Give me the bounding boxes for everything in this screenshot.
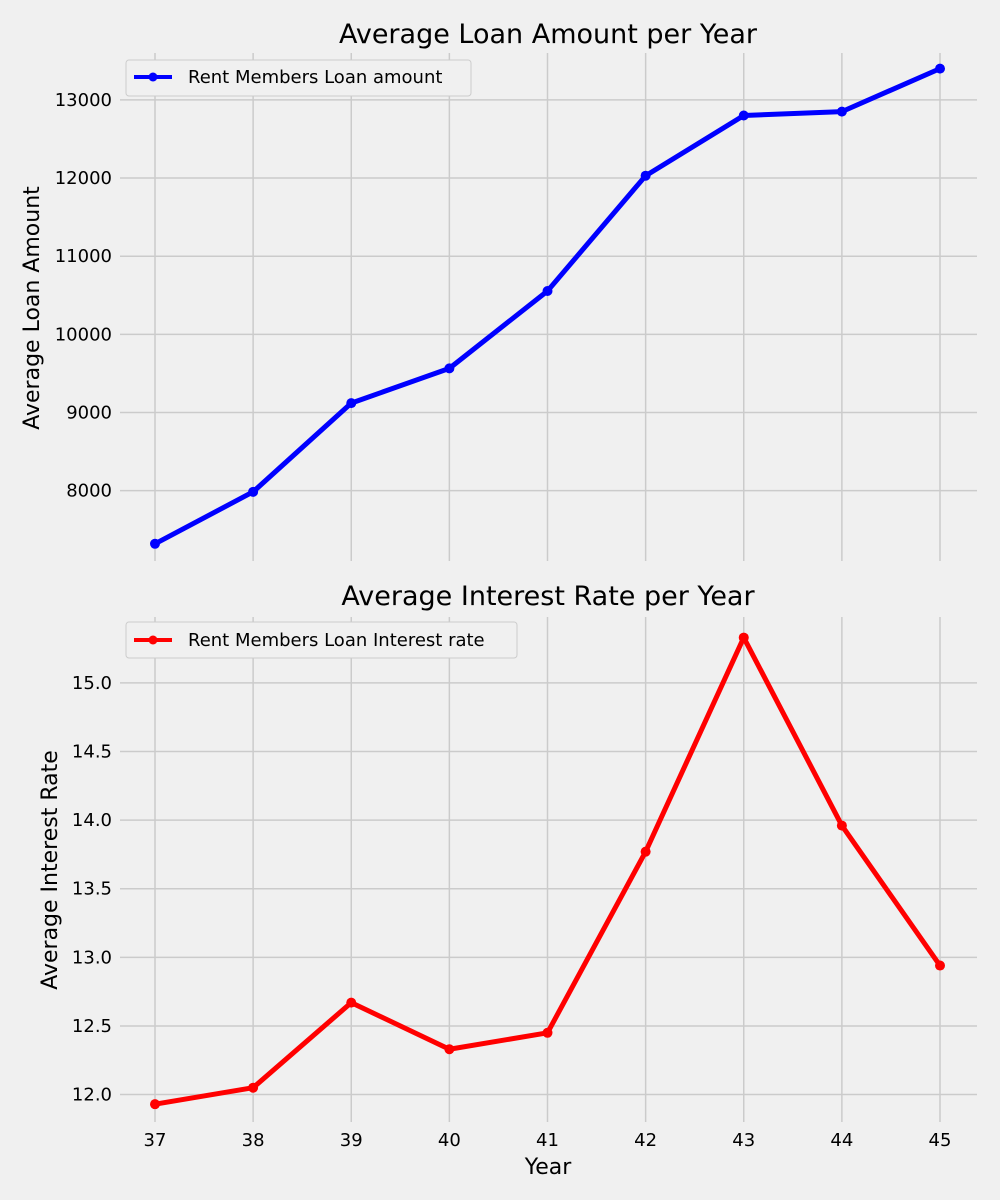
interest-rate-data-point [248, 1082, 259, 1093]
loan-amount-grid [120, 53, 977, 561]
interest-rate-data-point [346, 997, 357, 1008]
interest-rate-legend-label: Rent Members Loan Interest rate [188, 630, 485, 651]
loan-amount-data-point [248, 486, 259, 497]
interest-rate-x-tick-label: 42 [634, 1130, 657, 1151]
loan-amount-data-point [346, 398, 357, 409]
loan-amount-legend-marker [148, 72, 158, 82]
interest-rate-x-tick-label: 45 [929, 1130, 952, 1151]
loan-amount-data-point [640, 170, 651, 181]
interest-rate-grid [120, 617, 977, 1122]
loan-amount-legend-box [125, 59, 472, 97]
interest-rate-data-point [150, 1099, 160, 1110]
interest-rate-data-point [542, 1027, 553, 1038]
loan-amount-data-point [738, 110, 749, 121]
interest-rate-y-tick-label: 15.0 [72, 673, 112, 694]
interest-rate-x-tick-label: 37 [144, 1130, 167, 1151]
loan-amount-y-tick-label: 9000 [66, 403, 112, 424]
interest-rate-x-tick-label: 44 [830, 1130, 853, 1151]
interest-rate-chart: Average Interest Rate per Year Average I… [38, 581, 977, 1180]
loan-amount-chart-title: Average Loan Amount per Year [339, 19, 758, 50]
interest-rate-y-ticks: 12.0 12.5 13.0 13.5 14.0 14.5 15.0 [72, 673, 112, 1106]
loan-amount-y-ticks: 8000 9000 10000 11000 12000 13000 [55, 90, 112, 502]
loan-amount-y-tick-label: 10000 [55, 324, 112, 345]
loan-amount-y-tick-label: 12000 [55, 168, 112, 189]
interest-rate-x-axis-label: Year [524, 1155, 573, 1180]
interest-rate-x-tick-label: 39 [340, 1130, 363, 1151]
loan-amount-y-tick-label: 13000 [55, 90, 112, 111]
interest-rate-x-tick-label: 40 [438, 1130, 461, 1151]
interest-rate-x-tick-label: 38 [242, 1130, 265, 1151]
interest-rate-y-axis-label: Average Interest Rate [38, 750, 63, 990]
loan-amount-y-tick-label: 11000 [55, 246, 112, 267]
interest-rate-data-point [738, 632, 749, 643]
interest-rate-chart-title: Average Interest Rate per Year [341, 581, 755, 612]
loan-amount-data-point [444, 363, 455, 374]
interest-rate-data-point [444, 1044, 455, 1055]
interest-rate-legend-box [125, 621, 518, 659]
interest-rate-data-point [836, 820, 847, 831]
loan-amount-chart: Average Loan Amount per Year Average Loa… [20, 19, 977, 561]
loan-amount-y-axis-label: Average Loan Amount [20, 186, 45, 430]
interest-rate-legend: Rent Members Loan Interest rate [125, 621, 518, 659]
loan-amount-data-point [542, 285, 553, 296]
interest-rate-y-tick-label: 13.5 [72, 879, 112, 900]
interest-rate-y-tick-label: 12.5 [72, 1016, 112, 1037]
interest-rate-x-tick-label: 41 [536, 1130, 559, 1151]
interest-rate-x-ticks: 37 38 39 40 41 42 43 44 45 [144, 1130, 952, 1151]
loan-amount-series [150, 63, 945, 549]
loan-amount-data-point [150, 538, 160, 549]
loan-amount-legend: Rent Members Loan amount [125, 59, 472, 97]
interest-rate-x-tick-label: 43 [732, 1130, 755, 1151]
loan-amount-data-point [836, 106, 847, 117]
interest-rate-y-tick-label: 14.5 [72, 741, 112, 762]
interest-rate-y-tick-label: 13.0 [72, 947, 112, 968]
interest-rate-y-tick-label: 12.0 [72, 1085, 112, 1106]
loan-amount-y-tick-label: 8000 [66, 481, 112, 502]
interest-rate-legend-marker [148, 635, 158, 645]
interest-rate-data-point [935, 960, 945, 971]
interest-rate-data-point [640, 846, 651, 857]
loan-amount-legend-label: Rent Members Loan amount [188, 67, 442, 88]
interest-rate-y-tick-label: 14.0 [72, 810, 112, 831]
interest-rate-series [150, 632, 945, 1110]
loan-amount-data-point [935, 63, 945, 74]
